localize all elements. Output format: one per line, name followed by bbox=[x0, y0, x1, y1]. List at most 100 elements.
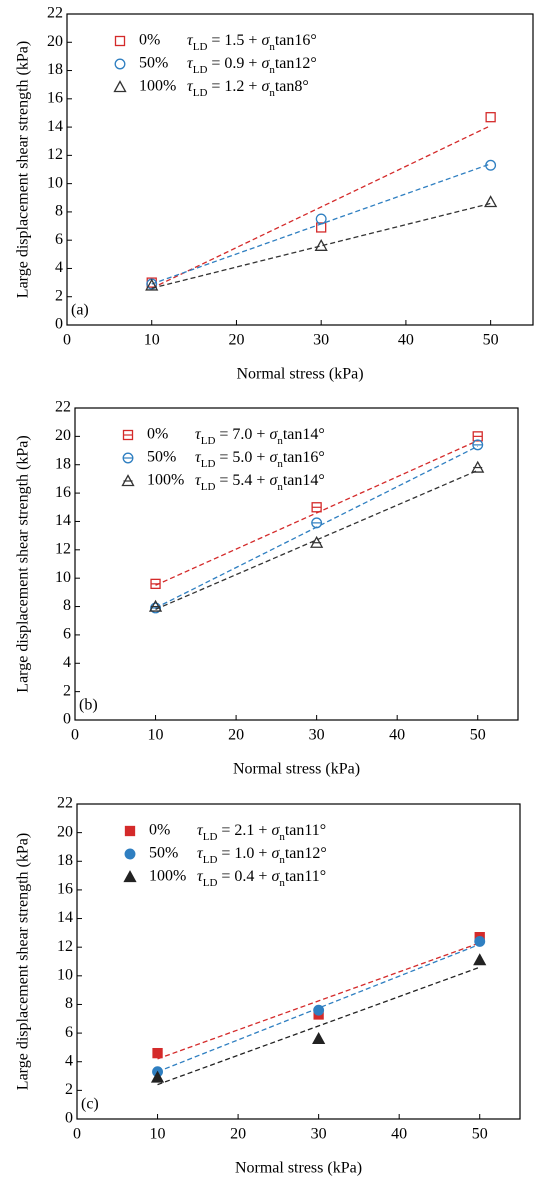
y-axis-label: Large displacement shear strength (kPa) bbox=[15, 435, 32, 692]
x-tick-label: 20 bbox=[230, 1126, 246, 1143]
equation-part: σ bbox=[261, 32, 270, 49]
y-tick-label: 8 bbox=[65, 995, 73, 1012]
y-tick-label: 12 bbox=[47, 146, 63, 163]
x-tick-label: 50 bbox=[472, 1126, 488, 1143]
subscript: n bbox=[269, 41, 275, 53]
marker bbox=[114, 35, 126, 47]
x-tick-label: 20 bbox=[228, 332, 244, 349]
subscript: n bbox=[269, 64, 275, 76]
y-tick-label: 6 bbox=[55, 231, 63, 248]
x-tick-label: 40 bbox=[391, 1126, 407, 1143]
x-tick-label: 20 bbox=[228, 727, 244, 744]
y-tick-label: 8 bbox=[63, 597, 71, 614]
y-tick-label: 16 bbox=[55, 484, 71, 501]
legend-equation: τLD = 0.4 + σntan11° bbox=[197, 868, 326, 889]
equation-part: τ bbox=[187, 55, 194, 72]
marker bbox=[123, 870, 137, 883]
legend-equation: τLD = 1.0 + σntan12° bbox=[197, 845, 327, 866]
equation-part: tan16° bbox=[283, 449, 325, 466]
x-tick-label: 50 bbox=[483, 332, 499, 349]
equation-part: tan8° bbox=[275, 78, 309, 95]
y-tick-label: 20 bbox=[57, 823, 73, 840]
panel-label: (b) bbox=[79, 697, 98, 714]
plot-frame bbox=[74, 407, 519, 721]
subscript: LD bbox=[203, 877, 218, 889]
subscript: LD bbox=[201, 458, 216, 470]
marker bbox=[311, 517, 323, 529]
y-tick-label: 22 bbox=[57, 795, 73, 812]
x-tick-label: 30 bbox=[313, 332, 329, 349]
x-axis-label: Normal stress (kPa) bbox=[236, 366, 363, 383]
y-tick-label: 0 bbox=[63, 711, 71, 728]
fit-line bbox=[157, 942, 480, 1060]
y-tick-label: 2 bbox=[65, 1081, 73, 1098]
equation-part: = 1.0 + bbox=[217, 845, 271, 862]
equation-part: τ bbox=[187, 32, 194, 49]
y-tick-label: 14 bbox=[47, 118, 63, 135]
y-tick-label: 4 bbox=[55, 259, 63, 276]
equation-part: τ bbox=[197, 868, 204, 885]
y-tick-label: 16 bbox=[57, 881, 73, 898]
marker bbox=[314, 238, 328, 251]
legend-label: 100% bbox=[149, 868, 186, 885]
equation-part: tan14° bbox=[283, 426, 325, 443]
equation-part: τ bbox=[195, 472, 202, 489]
equation-part: = 1.2 + bbox=[207, 78, 261, 95]
x-tick-label: 0 bbox=[73, 1126, 81, 1143]
marker bbox=[485, 159, 497, 171]
marker bbox=[150, 1070, 165, 1083]
legend-label: 50% bbox=[139, 55, 168, 72]
y-tick-label: 4 bbox=[63, 654, 71, 671]
equation-part: σ bbox=[261, 78, 270, 95]
legend-label: 0% bbox=[139, 32, 160, 49]
marker bbox=[152, 1047, 163, 1059]
marker bbox=[484, 195, 498, 208]
y-tick-label: 12 bbox=[57, 938, 73, 955]
equation-part: τ bbox=[197, 845, 204, 862]
y-tick-label: 18 bbox=[55, 455, 71, 472]
legend-label: 100% bbox=[147, 472, 184, 489]
marker bbox=[313, 1004, 325, 1016]
marker bbox=[474, 936, 486, 947]
x-tick-label: 40 bbox=[389, 727, 405, 744]
fit-line bbox=[157, 966, 480, 1086]
y-tick-label: 2 bbox=[63, 682, 71, 699]
equation-part: = 0.9 + bbox=[207, 55, 261, 72]
y-tick-label: 10 bbox=[57, 966, 73, 983]
marker bbox=[315, 213, 327, 225]
equation-part: σ bbox=[269, 449, 278, 466]
plot-frame bbox=[66, 13, 534, 326]
marker bbox=[312, 1031, 326, 1044]
equation-part: τ bbox=[195, 449, 202, 466]
y-axis-label: Large displacement shear strength (kPa) bbox=[15, 41, 32, 298]
y-tick-label: 22 bbox=[47, 5, 63, 22]
equation-part: tan14° bbox=[283, 472, 325, 489]
equation-part: = 5.0 + bbox=[215, 449, 269, 466]
marker bbox=[124, 848, 136, 860]
panel-label: (c) bbox=[81, 1096, 99, 1113]
equation-part: σ bbox=[269, 472, 278, 489]
y-tick-label: 22 bbox=[55, 399, 71, 416]
subscript: LD bbox=[193, 64, 208, 76]
y-tick-label: 6 bbox=[65, 1024, 73, 1041]
y-tick-label: 2 bbox=[55, 287, 63, 304]
equation-part: tan12° bbox=[285, 845, 327, 862]
equation-part: σ bbox=[269, 426, 278, 443]
plot-frame bbox=[76, 803, 521, 1120]
x-tick-label: 40 bbox=[398, 332, 414, 349]
legend-equation: τLD = 0.9 + σntan12° bbox=[187, 55, 317, 76]
y-tick-label: 0 bbox=[55, 316, 63, 333]
y-tick-label: 12 bbox=[55, 540, 71, 557]
legend-equation: τLD = 2.1 + σntan11° bbox=[197, 822, 326, 843]
x-tick-label: 0 bbox=[71, 727, 79, 744]
marker bbox=[124, 825, 136, 837]
marker bbox=[472, 439, 484, 451]
marker bbox=[485, 112, 496, 123]
subscript: LD bbox=[201, 481, 216, 493]
panel: 0 10 20 30 40 50 0 2 4 6 8 10 12 14 16 18 20 22 Normal str… bbox=[15, 399, 519, 778]
x-tick-label: 10 bbox=[148, 727, 164, 744]
marker bbox=[316, 222, 327, 233]
legend-equation: τLD = 7.0 + σntan14° bbox=[195, 426, 325, 447]
y-axis-label: Large displacement shear strength (kPa) bbox=[15, 833, 32, 1090]
subscript: n bbox=[269, 87, 275, 99]
